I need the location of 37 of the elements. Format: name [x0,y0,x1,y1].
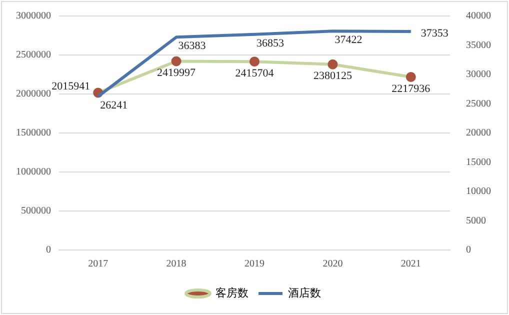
data-label: 26241 [100,99,128,112]
x-tick-label: 2020 [322,258,343,270]
y2-tick-label: 10000 [466,186,491,198]
x-tick-label: 2021 [400,258,421,270]
legend-label: 酒店数 [288,286,321,300]
data-label: 36383 [178,40,206,52]
y-tick-label: 1000000 [16,166,51,178]
legend-label: 客房数 [216,286,248,300]
data-label: 2419997 [157,67,196,80]
data-label: 2415704 [235,67,274,80]
x-tick-label: 2017 [88,258,108,270]
point [406,72,416,82]
y-tick-label: 0 [46,244,51,256]
data-label: 2380125 [313,70,352,82]
y2-tick-label: 25000 [466,98,491,110]
y2-tick-label: 15000 [466,156,491,168]
data-label: 37353 [420,27,449,40]
y2-tick-label: 5000 [466,215,486,226]
y2-tick-label: 20000 [466,128,491,139]
y-tick-label: 2000000 [16,88,51,100]
point [171,56,182,66]
y2-tick-label: 30000 [466,69,491,80]
point [328,59,338,70]
data-label: 2015941 [52,80,90,93]
data-label: 2217936 [392,82,431,95]
x-tick-label: 2019 [244,258,264,270]
y-tick-label: 500000 [21,206,51,217]
point [250,56,260,67]
y2-tick-label: 35000 [466,40,491,51]
y2-tick-label: 40000 [466,10,491,22]
data-label: 37422 [334,34,362,46]
x-tick-label: 2018 [166,258,186,270]
y-tick-label: 1500000 [16,128,51,139]
y-tick-label: 3000000 [16,10,51,22]
data-label: 36853 [256,37,284,50]
y-tick-label: 2500000 [16,50,51,61]
y2-tick-label: 0 [466,244,471,256]
